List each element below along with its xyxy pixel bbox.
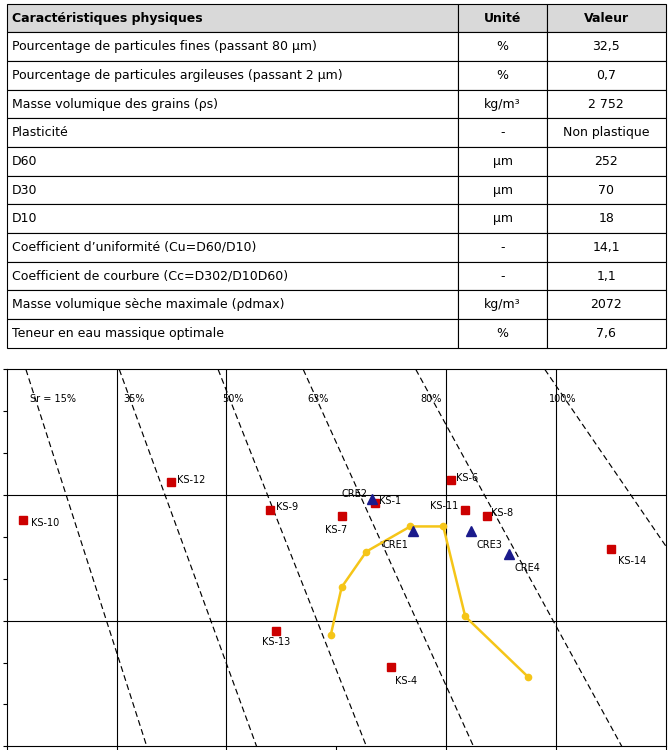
FancyBboxPatch shape (7, 147, 458, 176)
Text: Unité: Unité (484, 11, 521, 25)
FancyBboxPatch shape (7, 32, 458, 61)
FancyBboxPatch shape (547, 176, 666, 205)
Text: 63%: 63% (308, 394, 329, 404)
FancyBboxPatch shape (547, 32, 666, 61)
Text: kg/m³: kg/m³ (484, 98, 521, 110)
FancyBboxPatch shape (458, 147, 547, 176)
FancyBboxPatch shape (458, 90, 547, 118)
Text: D10: D10 (12, 212, 37, 225)
FancyBboxPatch shape (547, 233, 666, 262)
Text: CRE4: CRE4 (514, 562, 541, 572)
Text: Caractéristiques physiques: Caractéristiques physiques (12, 11, 203, 25)
FancyBboxPatch shape (458, 233, 547, 262)
Text: KS-4: KS-4 (395, 676, 417, 686)
FancyBboxPatch shape (458, 4, 547, 32)
Text: 35%: 35% (124, 394, 145, 404)
FancyBboxPatch shape (458, 176, 547, 205)
Text: 1,1: 1,1 (597, 270, 616, 283)
Text: 2072: 2072 (591, 298, 622, 311)
Text: Teneur en eau massique optimale: Teneur en eau massique optimale (12, 327, 224, 340)
Text: CRE3: CRE3 (476, 539, 502, 550)
Text: 7,6: 7,6 (596, 327, 616, 340)
FancyBboxPatch shape (7, 233, 458, 262)
Text: CRE1: CRE1 (383, 539, 408, 550)
FancyBboxPatch shape (547, 147, 666, 176)
Text: D30: D30 (12, 184, 37, 196)
Text: 100%: 100% (549, 394, 577, 404)
FancyBboxPatch shape (547, 320, 666, 348)
Text: kg/m³: kg/m³ (484, 298, 521, 311)
FancyBboxPatch shape (547, 4, 666, 32)
FancyBboxPatch shape (458, 262, 547, 290)
Text: μm: μm (492, 212, 512, 225)
Text: KS-13: KS-13 (262, 638, 290, 647)
Text: KS-11: KS-11 (430, 500, 459, 511)
Text: 252: 252 (595, 155, 618, 168)
FancyBboxPatch shape (547, 61, 666, 90)
FancyBboxPatch shape (7, 118, 458, 147)
Text: KS-8: KS-8 (491, 509, 514, 518)
Text: μm: μm (492, 155, 512, 168)
FancyBboxPatch shape (458, 290, 547, 320)
FancyBboxPatch shape (458, 32, 547, 61)
FancyBboxPatch shape (7, 4, 458, 32)
Text: Coefficient de courbure (Cc=D302/D10D60): Coefficient de courbure (Cc=D302/D10D60) (12, 270, 288, 283)
Text: 32,5: 32,5 (593, 40, 620, 53)
FancyBboxPatch shape (7, 205, 458, 233)
Text: CRE2: CRE2 (341, 489, 367, 499)
Text: Non plastique: Non plastique (563, 126, 650, 140)
FancyBboxPatch shape (458, 61, 547, 90)
Text: 50%: 50% (223, 394, 244, 404)
Text: Masse volumique des grains (ρs): Masse volumique des grains (ρs) (12, 98, 218, 110)
FancyBboxPatch shape (458, 118, 547, 147)
FancyBboxPatch shape (7, 262, 458, 290)
FancyBboxPatch shape (458, 205, 547, 233)
Text: 70: 70 (598, 184, 614, 196)
Text: Coefficient d’uniformité (Cu=D60/D10): Coefficient d’uniformité (Cu=D60/D10) (12, 241, 256, 254)
Text: Masse volumique sèche maximale (ρdmax): Masse volumique sèche maximale (ρdmax) (12, 298, 284, 311)
Text: KS-1: KS-1 (379, 496, 401, 506)
FancyBboxPatch shape (7, 290, 458, 320)
FancyBboxPatch shape (7, 320, 458, 348)
FancyBboxPatch shape (7, 176, 458, 205)
Text: %: % (496, 327, 508, 340)
Text: KS-10: KS-10 (31, 518, 60, 528)
Text: %: % (496, 69, 508, 82)
Text: Plasticité: Plasticité (12, 126, 69, 140)
FancyBboxPatch shape (7, 90, 458, 118)
Text: 18: 18 (598, 212, 614, 225)
Text: Sr = 15%: Sr = 15% (30, 394, 76, 404)
Text: Pourcentage de particules argileuses (passant 2 μm): Pourcentage de particules argileuses (pa… (12, 69, 343, 82)
Text: -: - (500, 270, 505, 283)
Text: 14,1: 14,1 (593, 241, 620, 254)
Text: 80%: 80% (420, 394, 442, 404)
FancyBboxPatch shape (547, 290, 666, 320)
Text: D60: D60 (12, 155, 37, 168)
Text: 0,7: 0,7 (596, 69, 616, 82)
Text: KS-14: KS-14 (617, 556, 646, 566)
Text: μm: μm (492, 184, 512, 196)
FancyBboxPatch shape (7, 61, 458, 90)
FancyBboxPatch shape (547, 118, 666, 147)
FancyBboxPatch shape (547, 262, 666, 290)
Text: -: - (500, 241, 505, 254)
Text: %: % (496, 40, 508, 53)
Text: 2 752: 2 752 (589, 98, 624, 110)
FancyBboxPatch shape (547, 205, 666, 233)
Text: KS-12: KS-12 (177, 475, 205, 484)
Text: KS-7: KS-7 (325, 525, 347, 535)
FancyBboxPatch shape (458, 320, 547, 348)
Text: Pourcentage de particules fines (passant 80 μm): Pourcentage de particules fines (passant… (12, 40, 317, 53)
Text: KS-6: KS-6 (456, 472, 478, 482)
Text: -: - (500, 126, 505, 140)
Text: KS-9: KS-9 (276, 502, 298, 512)
Text: Valeur: Valeur (584, 11, 629, 25)
FancyBboxPatch shape (547, 90, 666, 118)
